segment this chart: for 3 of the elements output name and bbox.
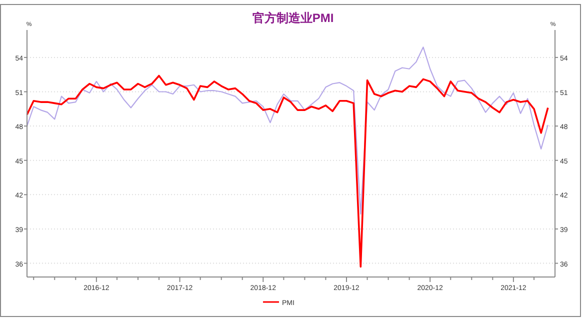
line-series	[26, 74, 549, 268]
chart-title: 官方制造业PMI	[252, 11, 334, 25]
line-series	[26, 46, 548, 215]
